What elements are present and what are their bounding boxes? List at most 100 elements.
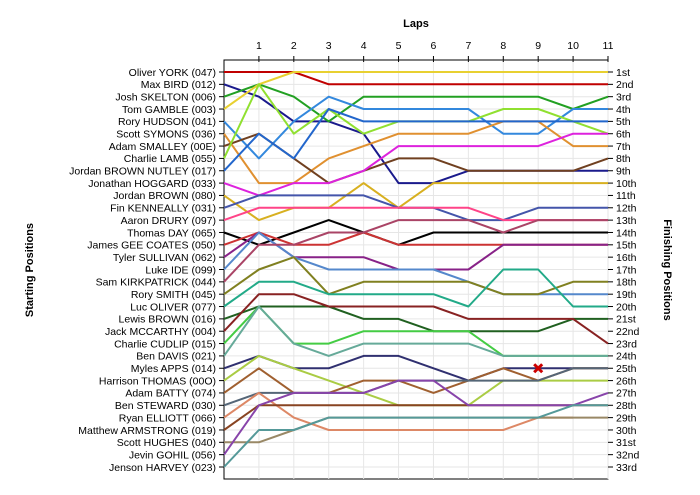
series-line-3 (223, 83, 609, 123)
series-line-17 (223, 231, 608, 296)
finishing-label: 11th (616, 190, 636, 202)
series-line-14 (223, 219, 608, 246)
series-line-9 (223, 108, 608, 172)
finishing-label: 16th (616, 252, 637, 264)
starting-label: Ben DAVIS (021) (136, 351, 216, 363)
starting-label: Scott HUGHES (040) (117, 437, 216, 449)
right-axis-title: Finishing Positions (661, 219, 673, 320)
x-tick-label: 3 (326, 40, 332, 52)
starting-label: Rory HUDSON (041) (118, 116, 216, 128)
finishing-label: 30th (616, 425, 637, 437)
series-line-29 (223, 391, 574, 431)
series-line-32 (223, 379, 609, 456)
finishing-label: 2nd (616, 79, 634, 91)
finishing-label: 7th (616, 141, 631, 153)
starting-label: Jenson HARVEY (023) (109, 462, 216, 474)
x-tick-label: 1 (256, 40, 262, 52)
starting-label: Tyler SULLIVAN (062) (113, 252, 216, 264)
series-line-21 (223, 305, 608, 333)
finishing-label: 10th (616, 178, 637, 190)
series-line-5 (223, 95, 608, 160)
finishing-label: 29th (616, 412, 637, 424)
finishing-label: 4th (616, 104, 631, 116)
starting-label: Rory SMITH (045) (131, 289, 216, 301)
starting-label: Oliver YORK (047) (129, 67, 216, 79)
starting-label: Jordan BROWN NUTLEY (017) (69, 166, 216, 178)
finishing-label: 14th (616, 227, 637, 239)
x-tick-label: 9 (535, 40, 541, 52)
starting-label: Adam BATTY (074) (125, 388, 216, 400)
series-line-10 (223, 132, 608, 197)
starting-label: Thomas DAY (065) (127, 227, 216, 239)
finishing-label: 12th (616, 203, 637, 215)
starting-labels: Oliver YORK (047)Max BIRD (012)Josh SKEL… (69, 67, 224, 474)
x-tick-label: 4 (361, 40, 367, 52)
series-line-24 (223, 305, 608, 357)
x-tick-label: 8 (500, 40, 506, 52)
left-axis-title: Starting Positions (24, 223, 36, 317)
starting-label: Adam SMALLEY (00E) (109, 141, 216, 153)
retired-marker-group (533, 363, 544, 374)
finishing-label: 25th (616, 363, 637, 375)
finishing-label: 21st (616, 314, 636, 326)
finishing-label: 26th (616, 375, 637, 387)
finishing-label: 9th (616, 166, 631, 178)
finishing-label: 33rd (616, 462, 637, 474)
finishing-label: 27th (616, 388, 637, 400)
series-line-1 (224, 71, 608, 86)
x-tick-label: 6 (431, 40, 437, 52)
series-group (223, 71, 609, 468)
x-tick-label: 2 (291, 40, 297, 52)
starting-label: Scott SYMONS (036) (116, 129, 216, 141)
finishing-label: 22nd (616, 326, 640, 338)
x-tick-label: 5 (396, 40, 402, 52)
series-line-33 (223, 404, 608, 468)
starting-label: Sam KIRKPATRICK (044) (96, 277, 216, 289)
finishing-labels: 1st2nd3rd4th5th6th7th8th9th10th11th12th1… (608, 67, 640, 474)
starting-label: Josh SKELTON (006) (115, 91, 216, 103)
starting-label: Ben STEWARD (030) (115, 400, 216, 412)
finishing-label: 19th (616, 289, 637, 301)
starting-label: Jack MCCARTHY (004) (105, 326, 216, 338)
finishing-label: 3rd (616, 91, 631, 103)
finishing-label: 28th (616, 400, 637, 412)
series-line-6 (223, 120, 608, 185)
series-line-22 (223, 293, 609, 345)
starting-label: Fin KENNEALLY (031) (110, 203, 216, 215)
starting-label: Matthew ARMSTRONG (019) (78, 425, 216, 437)
starting-label: Tom GAMBLE (003) (122, 104, 216, 116)
starting-label: Luc OLIVER (077) (130, 301, 216, 313)
starting-label: James GEE COATES (050) (87, 240, 216, 252)
starting-label: Luke IDE (099) (145, 264, 216, 276)
series-line-4 (223, 71, 608, 110)
starting-label: Aaron DRURY (097) (121, 215, 216, 227)
series-line-18 (223, 219, 608, 283)
series-line-20 (223, 268, 608, 308)
starting-label: Jonathan HOGGARD (033) (88, 178, 216, 190)
starting-label: Myles APPS (014) (131, 363, 216, 375)
x-tick-label: 10 (567, 40, 579, 52)
starting-label: Ryan ELLIOTT (066) (119, 412, 216, 424)
starting-label: Harrison THOMAS (00O) (99, 375, 216, 387)
x-tick-group: 1 2 3 4 5 6 7 8 9 10 11 (256, 40, 614, 62)
finishing-label: 15th (616, 240, 637, 252)
starting-label: Jordan BROWN (080) (113, 190, 216, 202)
starting-label: Jevin GOHIL (056) (129, 449, 216, 461)
finishing-label: 5th (616, 116, 631, 128)
finishing-label: 23rd (616, 338, 637, 350)
series-line-19 (223, 256, 608, 296)
starting-label: Charlie CUDLIP (015) (114, 338, 216, 350)
finishing-label: 32nd (616, 449, 640, 461)
retired-marker-stroke (533, 363, 544, 374)
x-axis-title: Laps (403, 18, 429, 30)
finishing-label: 6th (616, 129, 631, 141)
series-line-11 (223, 182, 608, 222)
finishing-label: 20th (616, 301, 637, 313)
x-tick-label: 7 (465, 40, 471, 52)
finishing-label: 13th (616, 215, 637, 227)
finishing-label: 31st (616, 437, 636, 449)
finishing-label: 17th (616, 264, 637, 276)
starting-label: Charlie LAMB (055) (124, 153, 216, 165)
finishing-label: 1st (616, 67, 630, 79)
